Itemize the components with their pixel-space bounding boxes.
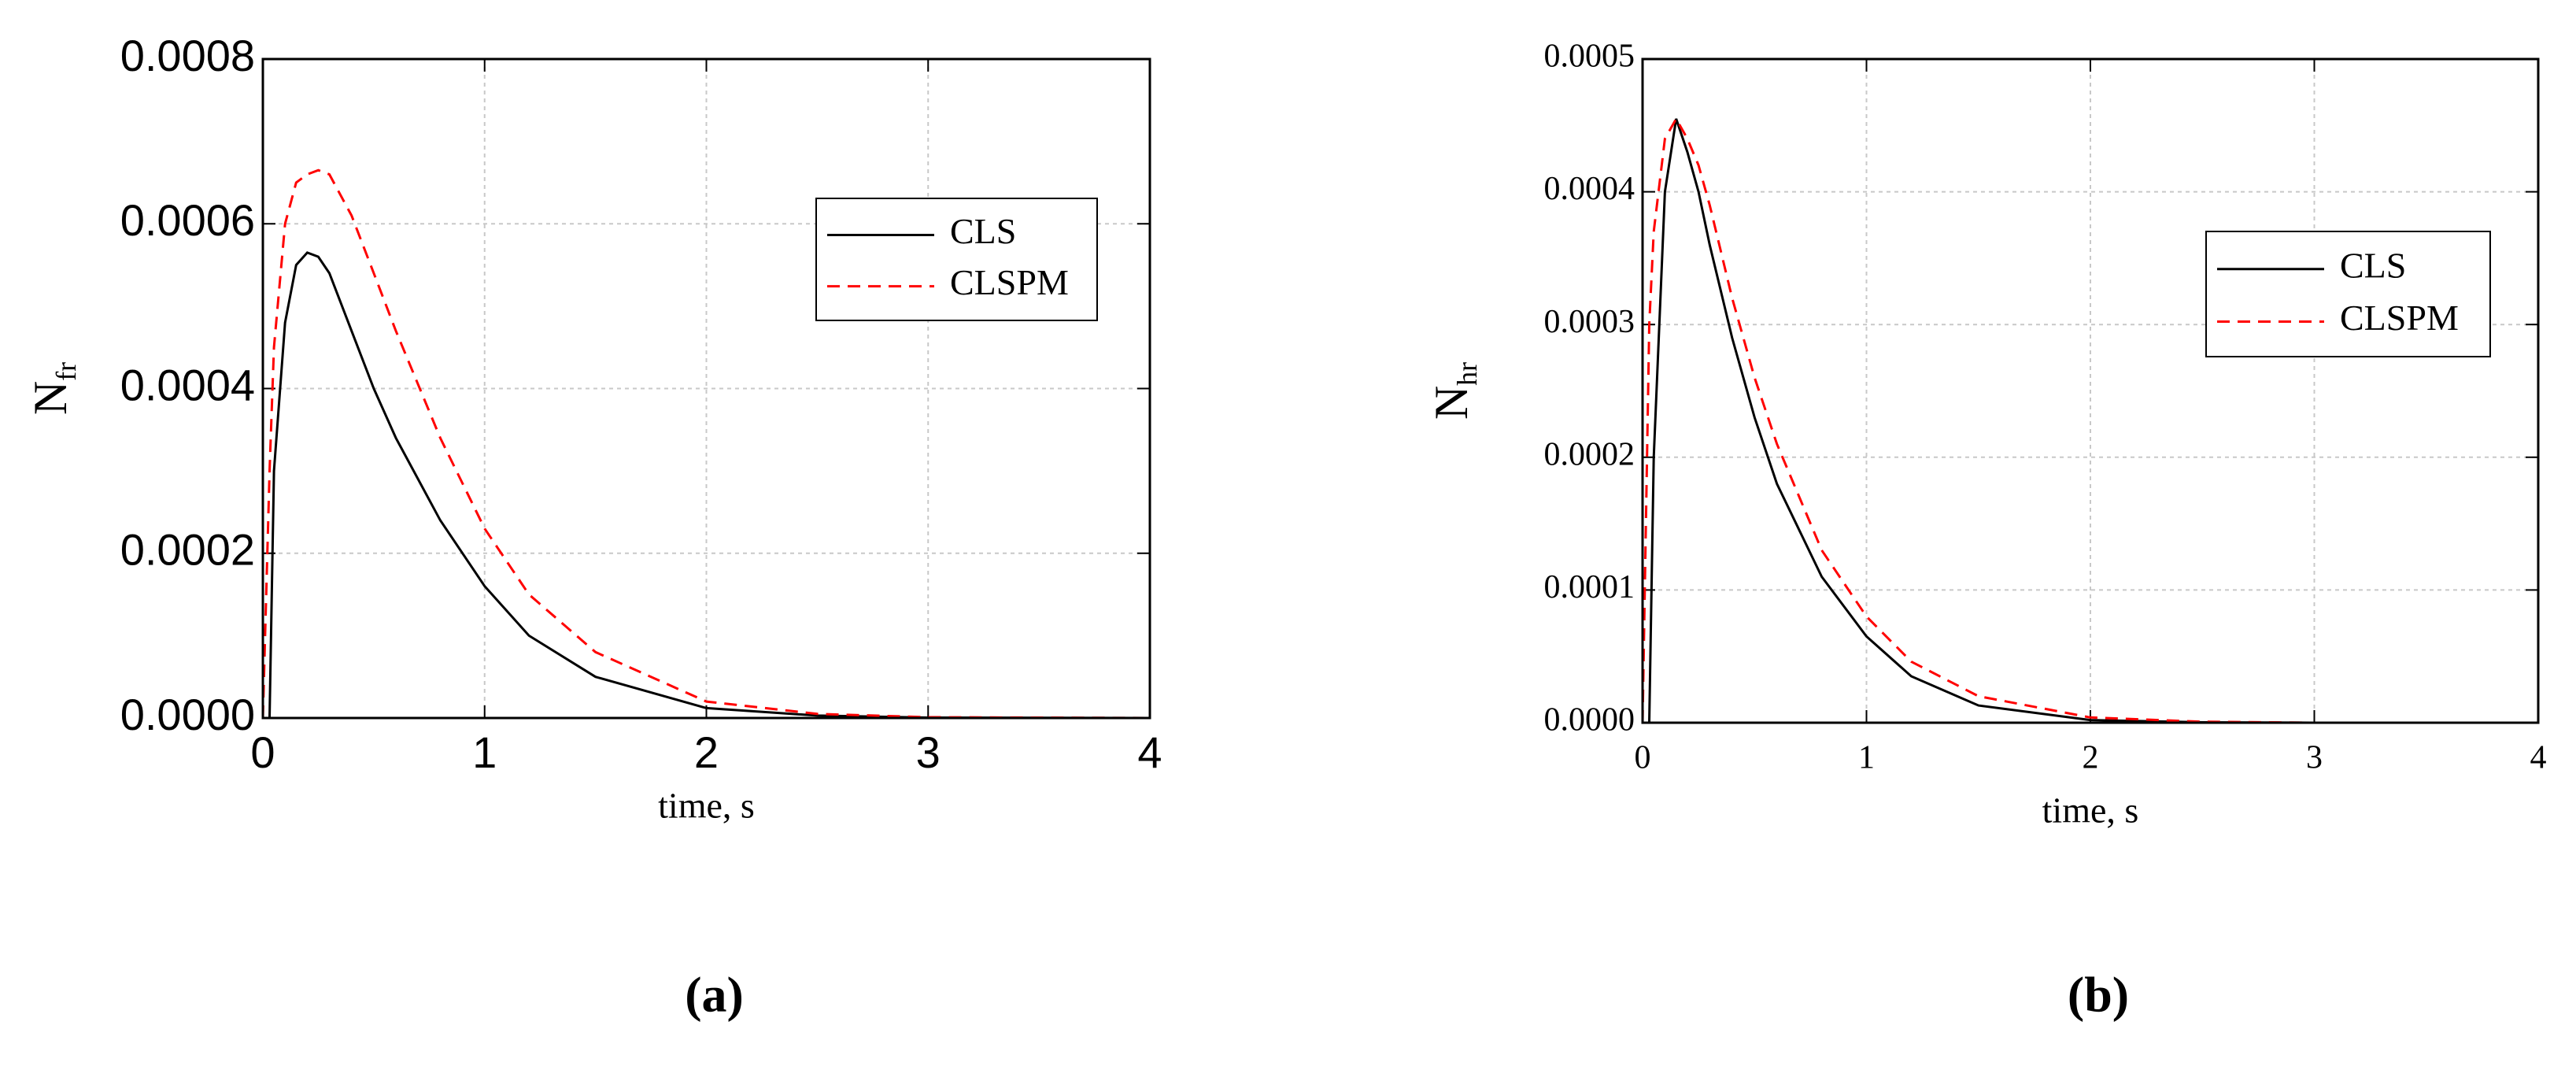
data-line bbox=[1641, 116, 2538, 724]
legend-label: CLSPM bbox=[950, 262, 1069, 302]
y-axis-label: Nhr bbox=[1425, 362, 1484, 420]
x-tick-label: 0 bbox=[1635, 740, 1651, 776]
plot-frame bbox=[261, 57, 1151, 720]
y-tick-label: 0.0006 bbox=[120, 195, 255, 245]
x-tick-label: 4 bbox=[2530, 740, 2547, 776]
y-axis-label-sub: fr bbox=[50, 362, 82, 381]
y-tick-label: 0.0002 bbox=[120, 525, 255, 575]
y-tick-label: 0.0000 bbox=[120, 690, 255, 739]
y-tick-label: 0.0004 bbox=[1544, 171, 1635, 207]
y-axis-label-main: N bbox=[24, 381, 76, 415]
panel-label: (a) bbox=[685, 967, 744, 1023]
y-tick-label: 0.0008 bbox=[120, 31, 255, 80]
x-tick-label: 3 bbox=[2306, 740, 2323, 776]
y-axis-label-main: N bbox=[1425, 386, 1477, 420]
x-tick-label: 1 bbox=[1858, 740, 1875, 776]
legend-label: CLSPM bbox=[2340, 298, 2459, 338]
y-tick-label: 0.0001 bbox=[1544, 569, 1635, 605]
x-tick-label: 0 bbox=[250, 727, 275, 777]
legend-label: CLS bbox=[2340, 245, 2406, 285]
x-tick-label: 2 bbox=[694, 727, 719, 777]
x-tick-label: 3 bbox=[916, 727, 941, 777]
y-tick-label: 0.0004 bbox=[120, 360, 255, 409]
data-line bbox=[1648, 118, 2538, 724]
legend-box bbox=[815, 198, 1098, 321]
data-line bbox=[268, 251, 1151, 720]
y-axis-label: Nfr bbox=[24, 362, 83, 415]
plot-frame bbox=[1641, 57, 2540, 724]
data-line bbox=[261, 168, 1151, 720]
y-tick-label: 0.0002 bbox=[1544, 436, 1635, 472]
panel-label: (b) bbox=[2068, 967, 2129, 1023]
y-tick-label: 0.0005 bbox=[1544, 39, 1635, 75]
legend-box bbox=[2205, 231, 2491, 357]
x-tick-label: 1 bbox=[472, 727, 497, 777]
legend-label: CLS bbox=[950, 211, 1016, 251]
y-axis-label-sub: hr bbox=[1451, 362, 1483, 386]
y-tick-label: 0.0000 bbox=[1544, 702, 1635, 738]
x-tick-label: 2 bbox=[2083, 740, 2099, 776]
x-axis-label: time, s bbox=[2042, 790, 2139, 831]
y-tick-label: 0.0003 bbox=[1544, 304, 1635, 340]
x-tick-label: 4 bbox=[1137, 727, 1162, 777]
x-axis-label: time, s bbox=[658, 786, 755, 826]
